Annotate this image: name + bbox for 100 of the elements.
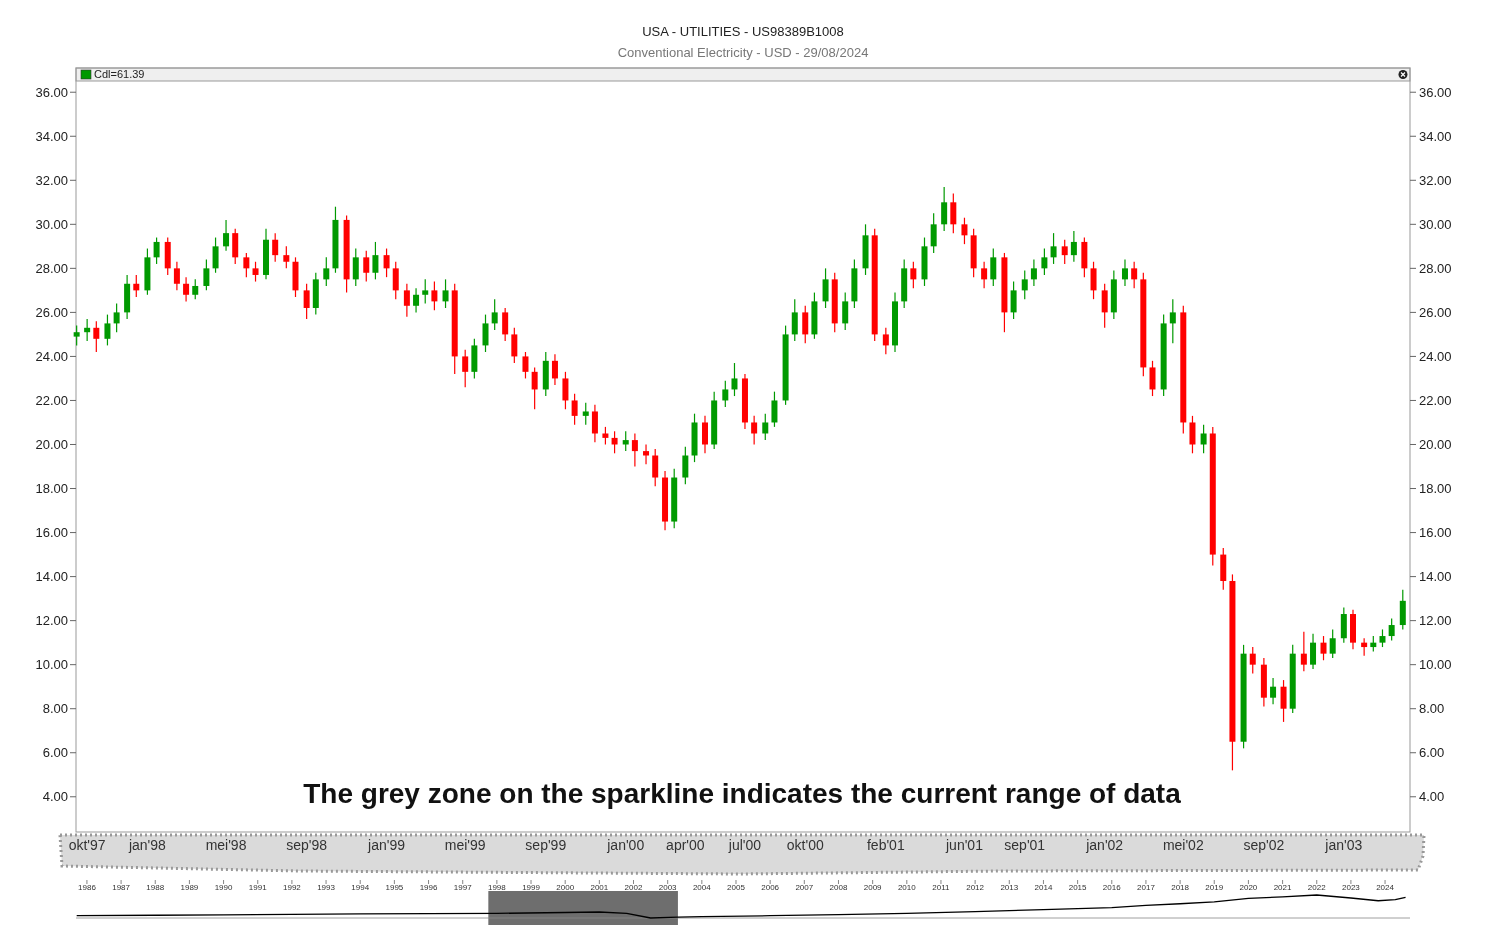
candlestick <box>1010 280 1017 320</box>
y-tick-label: 28.00 <box>35 260 68 276</box>
x-tick-label: 2021 <box>1273 883 1293 892</box>
y-tick-label: 16.00 <box>35 525 68 541</box>
candlestick <box>1050 232 1057 265</box>
candlestick <box>791 298 798 342</box>
x-tick-label: 2015 <box>1068 883 1088 892</box>
y2-tick-label: 20.00 <box>1419 437 1452 453</box>
candlestick <box>531 366 538 410</box>
candlestick <box>1169 298 1176 344</box>
x-tick-label: okt'00 <box>786 837 824 853</box>
x-tick-label: 2023 <box>1342 883 1361 892</box>
y2-tick-label: 18.00 <box>1419 481 1452 497</box>
candlestick <box>133 274 140 298</box>
x-tick-label: jul'00 <box>727 837 762 853</box>
y-tick-label: 26.00 <box>35 304 68 320</box>
candlestick <box>910 261 917 289</box>
x-tick-label: 2000 <box>556 883 575 892</box>
candlestick <box>961 217 968 245</box>
x-tick-label: feb'01 <box>866 837 905 853</box>
candlestick <box>882 327 889 355</box>
x-tick-label: 2020 <box>1239 883 1258 892</box>
y-tick-label: 14.00 <box>35 569 68 585</box>
x-tick-label: 2016 <box>1102 883 1122 892</box>
candlestick <box>1249 646 1256 675</box>
candlestick <box>1270 677 1277 705</box>
y-tick-label: 24.00 <box>35 348 68 364</box>
y2-tick-label: 4.00 <box>1419 789 1445 805</box>
candlestick <box>551 353 558 386</box>
y-tick-label: 34.00 <box>35 128 68 144</box>
candlestick <box>522 351 529 380</box>
x-tick-label: sep'01 <box>1004 837 1046 853</box>
candlestick <box>1030 258 1037 287</box>
y2-tick-label: 8.00 <box>1419 701 1445 717</box>
candlestick <box>462 349 469 388</box>
candlestick <box>252 261 259 283</box>
y-tick-label: 10.00 <box>35 657 68 673</box>
candlestick <box>631 432 638 468</box>
y2-tick-label: 22.00 <box>1419 393 1452 409</box>
candlestick <box>582 402 589 426</box>
y-tick-label: 4.00 <box>42 789 68 805</box>
x-tick-label: 2011 <box>932 883 951 892</box>
candlestick <box>1300 631 1307 672</box>
x-tick-label: 1996 <box>419 883 438 892</box>
x-tick-label: 1992 <box>283 883 302 892</box>
candlestick <box>751 415 758 446</box>
candlestick <box>722 380 729 408</box>
candlestick <box>104 313 111 347</box>
candlestick <box>941 186 948 232</box>
y-tick-label: 20.00 <box>35 437 68 453</box>
candlestick <box>431 280 438 311</box>
candlestick <box>1061 239 1068 265</box>
x-tick-label: 2001 <box>590 883 609 892</box>
x-tick-label: apr'00 <box>666 837 705 853</box>
candlestick <box>1090 261 1097 300</box>
candlestick <box>981 261 988 289</box>
x-tick-label: mei'99 <box>444 837 486 853</box>
x-tick-label: 1999 <box>522 883 541 892</box>
candlestick <box>113 302 120 333</box>
y-tick-label: 22.00 <box>35 393 68 409</box>
y2-tick-label: 16.00 <box>1419 525 1452 541</box>
candlestick <box>372 241 379 280</box>
candlestick <box>1041 247 1048 276</box>
y-tick-label: 12.00 <box>35 613 68 629</box>
candlestick <box>511 327 518 364</box>
candlestick <box>1101 283 1108 329</box>
y2-tick-label: 26.00 <box>1419 304 1452 320</box>
x-tick-label: 1991 <box>248 883 268 892</box>
x-tick-label: sep'02 <box>1243 837 1285 853</box>
candlestick <box>93 320 100 353</box>
candlestick <box>1200 424 1207 454</box>
y-tick-label: 36.00 <box>35 84 68 100</box>
x-tick-label: 1988 <box>146 883 165 892</box>
chart-subtitle: Conventional Electricity - USD - 29/08/2024 <box>617 45 869 60</box>
candlestick <box>771 391 778 428</box>
x-tick-label: jan'02 <box>1085 837 1124 853</box>
candlestick <box>283 245 290 269</box>
candlestick <box>802 305 809 344</box>
candlestick <box>223 219 230 252</box>
candlestick <box>1021 269 1028 300</box>
candlestick <box>153 236 160 265</box>
x-tick-label: mei'98 <box>205 837 247 853</box>
candlestick <box>822 267 829 309</box>
x-tick-label: okt'97 <box>68 837 106 853</box>
y2-tick-label: 12.00 <box>1419 613 1452 629</box>
candlestick <box>571 393 578 426</box>
candlestick <box>1329 628 1336 659</box>
candlestick <box>84 318 91 342</box>
candlestick <box>643 443 650 465</box>
y2-tick-label: 14.00 <box>1419 569 1452 585</box>
candlestick <box>173 261 180 291</box>
x-tick-label: 2024 <box>1376 883 1395 892</box>
candlestick <box>562 371 569 410</box>
x-tick-label: 1987 <box>112 883 131 892</box>
candlestick <box>192 278 199 300</box>
x-tick-label: 2008 <box>829 883 848 892</box>
x-tick-label: jan'00 <box>606 837 645 853</box>
candlestick <box>212 236 219 274</box>
x-tick-label: sep'98 <box>286 837 328 853</box>
y-tick-label: 32.00 <box>35 172 68 188</box>
